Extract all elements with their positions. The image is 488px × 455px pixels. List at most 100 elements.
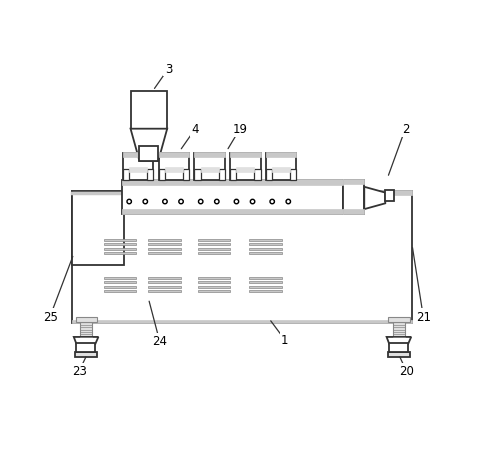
Bar — [81, 322, 92, 339]
Bar — [72, 192, 411, 324]
Bar — [248, 244, 281, 246]
Bar — [103, 290, 136, 292]
Polygon shape — [364, 187, 385, 210]
Circle shape — [180, 201, 182, 203]
Bar — [342, 181, 364, 214]
Bar — [148, 282, 181, 283]
Bar — [265, 154, 296, 181]
Bar — [147, 170, 153, 181]
Circle shape — [250, 200, 254, 204]
Bar — [248, 252, 281, 254]
Bar — [248, 286, 281, 288]
Bar — [230, 170, 236, 181]
Circle shape — [144, 201, 146, 203]
Circle shape — [287, 201, 288, 203]
Bar — [183, 170, 189, 181]
Bar — [289, 170, 296, 181]
Bar — [272, 168, 289, 172]
Circle shape — [285, 200, 290, 204]
Bar — [197, 286, 230, 288]
Bar — [159, 170, 164, 181]
Bar — [385, 191, 393, 202]
Bar — [72, 192, 123, 265]
Circle shape — [200, 201, 201, 203]
Bar — [342, 180, 364, 184]
Bar — [392, 322, 404, 339]
Bar — [248, 248, 281, 250]
Bar — [148, 278, 181, 279]
Bar — [218, 170, 224, 181]
Bar — [122, 210, 342, 214]
Circle shape — [164, 201, 165, 203]
Bar — [200, 168, 218, 172]
Polygon shape — [386, 337, 410, 344]
Bar — [148, 290, 181, 292]
Bar — [76, 318, 97, 322]
Bar — [230, 153, 260, 157]
Bar — [164, 168, 183, 172]
Circle shape — [143, 200, 147, 204]
Bar — [248, 278, 281, 279]
Bar — [197, 282, 230, 283]
Circle shape — [234, 200, 238, 204]
Bar — [148, 244, 181, 246]
Bar — [194, 170, 200, 181]
Circle shape — [214, 200, 219, 204]
Bar — [197, 252, 230, 254]
Bar — [236, 168, 254, 172]
Bar — [139, 147, 158, 162]
Circle shape — [271, 201, 272, 203]
Bar — [148, 248, 181, 250]
Bar — [248, 282, 281, 283]
Text: 19: 19 — [232, 123, 247, 136]
Circle shape — [251, 201, 253, 203]
Bar — [194, 154, 224, 181]
Bar — [103, 282, 136, 283]
Bar — [387, 318, 409, 322]
Bar — [122, 181, 342, 214]
Bar — [122, 170, 129, 181]
Bar — [265, 153, 296, 157]
Bar — [130, 91, 167, 129]
Bar — [254, 170, 260, 181]
Bar — [265, 170, 272, 181]
Bar — [197, 239, 230, 242]
Bar — [148, 252, 181, 254]
Bar — [122, 154, 153, 181]
Text: 25: 25 — [42, 310, 58, 323]
Text: 2: 2 — [401, 123, 408, 136]
Text: 1: 1 — [281, 334, 288, 346]
Bar — [103, 248, 136, 250]
Text: 4: 4 — [191, 123, 199, 136]
Circle shape — [128, 201, 130, 203]
Bar — [76, 344, 95, 352]
Bar — [197, 278, 230, 279]
Text: 23: 23 — [72, 364, 86, 378]
Bar — [342, 210, 364, 214]
Circle shape — [163, 200, 167, 204]
Bar — [230, 154, 260, 181]
Bar — [103, 244, 136, 246]
Bar — [248, 239, 281, 242]
Bar — [122, 180, 342, 185]
Circle shape — [179, 200, 183, 204]
Bar — [248, 290, 281, 292]
Circle shape — [198, 200, 203, 204]
Polygon shape — [130, 129, 167, 162]
Text: 21: 21 — [415, 310, 430, 323]
Polygon shape — [74, 337, 98, 344]
Bar — [148, 239, 181, 242]
Text: 24: 24 — [152, 335, 167, 348]
Bar — [129, 168, 147, 172]
Bar — [75, 352, 97, 358]
Bar — [72, 320, 411, 324]
Bar — [103, 239, 136, 242]
Text: 20: 20 — [398, 364, 413, 378]
Bar — [386, 352, 409, 358]
Bar — [159, 153, 189, 157]
Circle shape — [235, 201, 237, 203]
Bar — [197, 244, 230, 246]
Bar — [103, 278, 136, 279]
Bar — [388, 344, 407, 352]
Bar — [159, 154, 189, 181]
